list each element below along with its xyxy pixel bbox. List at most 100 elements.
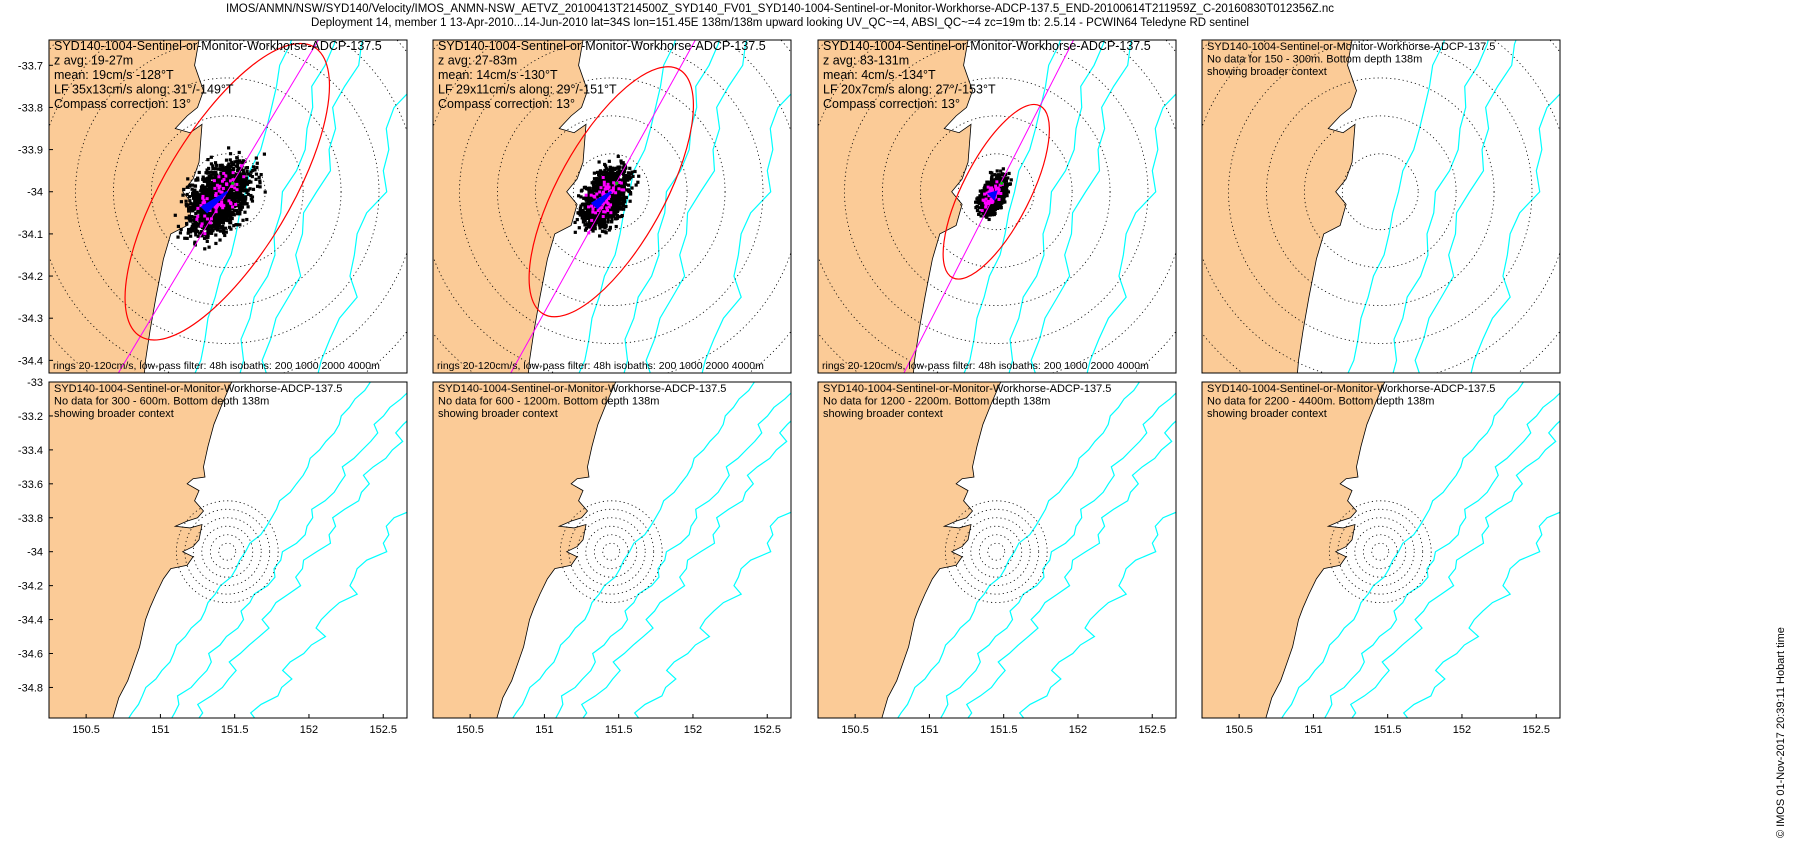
scatter-point bbox=[1007, 171, 1011, 176]
scatter-point bbox=[244, 195, 248, 199]
scatter-point bbox=[217, 200, 221, 204]
scatter-point bbox=[230, 216, 234, 221]
scatter-point bbox=[611, 196, 615, 200]
scatter-point bbox=[592, 180, 596, 184]
scatter-point bbox=[600, 178, 604, 182]
scatter-point bbox=[206, 233, 210, 238]
scatter-point bbox=[998, 201, 1002, 205]
scatter-point bbox=[601, 187, 605, 192]
scatter-point bbox=[224, 230, 228, 234]
scatter-point bbox=[227, 208, 232, 212]
scatter-point bbox=[613, 167, 617, 172]
scatter-point bbox=[1002, 188, 1006, 193]
scatter-point bbox=[604, 223, 608, 228]
scatter-point bbox=[603, 164, 608, 168]
scatter-point bbox=[999, 186, 1003, 190]
scatter-point bbox=[245, 190, 249, 194]
isobath-line-2 bbox=[239, 40, 336, 373]
scatter-point bbox=[227, 214, 231, 218]
scatter-point bbox=[233, 173, 237, 177]
scatter-point bbox=[991, 211, 995, 215]
scatter-point bbox=[591, 225, 595, 229]
scatter-point bbox=[208, 182, 213, 186]
scatter-point bbox=[604, 166, 608, 170]
scatter-point bbox=[251, 187, 256, 191]
scatter-point bbox=[630, 170, 634, 174]
scatter-point bbox=[613, 178, 617, 183]
scatter-point bbox=[228, 225, 232, 229]
scatter-point bbox=[604, 175, 609, 179]
scatter-point bbox=[599, 211, 603, 215]
scatter-point bbox=[192, 219, 196, 223]
scatter-point bbox=[573, 230, 577, 234]
scatter-point bbox=[581, 209, 585, 214]
scatter-point bbox=[213, 216, 217, 220]
y-tick-label: -34 bbox=[27, 187, 43, 199]
map-panel-2: SYD140-1004-Sentinel-or-Monitor-Workhors… bbox=[432, 39, 792, 374]
scatter-point bbox=[593, 222, 597, 226]
scatter-point bbox=[593, 227, 597, 231]
scatter-point bbox=[211, 218, 216, 222]
scatter-point bbox=[235, 156, 239, 160]
scatter-point bbox=[637, 174, 641, 178]
scatter-point bbox=[988, 183, 992, 187]
scatter-point bbox=[1001, 167, 1005, 171]
panel-title: SYD140-1004-Sentinel-or-Monitor-Workhors… bbox=[54, 39, 382, 53]
scatter-point bbox=[623, 199, 627, 203]
scatter-point bbox=[235, 159, 239, 164]
scatter-point bbox=[223, 233, 227, 238]
scatter-point bbox=[624, 182, 628, 186]
scatter-point bbox=[603, 221, 607, 225]
scatter-point-subsample bbox=[601, 176, 605, 180]
scatter-point bbox=[594, 208, 598, 212]
scatter-point bbox=[190, 225, 194, 229]
scatter-point bbox=[975, 208, 980, 213]
scatter-point bbox=[215, 173, 219, 177]
scatter-point bbox=[181, 193, 185, 197]
scatter-point-subsample bbox=[584, 193, 588, 197]
scatter-point bbox=[206, 227, 210, 231]
scatter-point bbox=[985, 194, 989, 198]
scatter-point bbox=[595, 183, 599, 187]
scatter-point bbox=[977, 212, 981, 216]
scatter-point bbox=[216, 228, 220, 232]
deployment-subtitle: Deployment 14, member 1 13-Apr-2010...14… bbox=[311, 17, 1249, 29]
scatter-point bbox=[987, 217, 991, 222]
scatter-point bbox=[235, 169, 240, 173]
scatter-point bbox=[613, 208, 617, 212]
panel-info-line: Compass correction: 13° bbox=[438, 97, 575, 111]
scatter-point bbox=[225, 203, 230, 207]
scatter-point bbox=[242, 183, 247, 188]
scatter-point bbox=[221, 221, 226, 225]
scatter-point bbox=[621, 178, 626, 183]
scatter-point bbox=[629, 192, 633, 196]
scatter-point bbox=[990, 213, 995, 217]
scatter-point bbox=[224, 176, 229, 180]
scatter-point bbox=[218, 163, 222, 168]
scatter-point bbox=[608, 165, 612, 170]
scatter-point-subsample bbox=[221, 186, 225, 190]
scatter-point bbox=[212, 211, 216, 215]
scatter-point bbox=[193, 223, 197, 227]
scatter-point bbox=[198, 219, 202, 224]
scatter-point bbox=[209, 170, 213, 174]
scatter-point-subsample bbox=[220, 190, 224, 194]
scatter-point bbox=[254, 177, 258, 181]
scatter-point bbox=[179, 227, 183, 232]
scatter-point bbox=[624, 174, 628, 178]
scatter-point bbox=[214, 233, 218, 237]
scatter-point bbox=[621, 161, 625, 165]
scatter-point bbox=[207, 194, 211, 199]
scatter-point bbox=[206, 176, 210, 180]
scatter-point bbox=[222, 211, 226, 216]
scatter-point bbox=[612, 198, 616, 202]
scatter-point-subsample bbox=[202, 198, 206, 202]
scatter-point bbox=[195, 202, 199, 206]
scatter-point-subsample bbox=[214, 193, 218, 197]
scatter-point bbox=[994, 178, 999, 182]
scatter-point-subsample bbox=[231, 178, 235, 182]
scatter-point bbox=[626, 171, 631, 175]
scatter-point bbox=[239, 193, 243, 197]
scatter-point bbox=[234, 223, 238, 227]
scatter-point bbox=[623, 196, 627, 201]
